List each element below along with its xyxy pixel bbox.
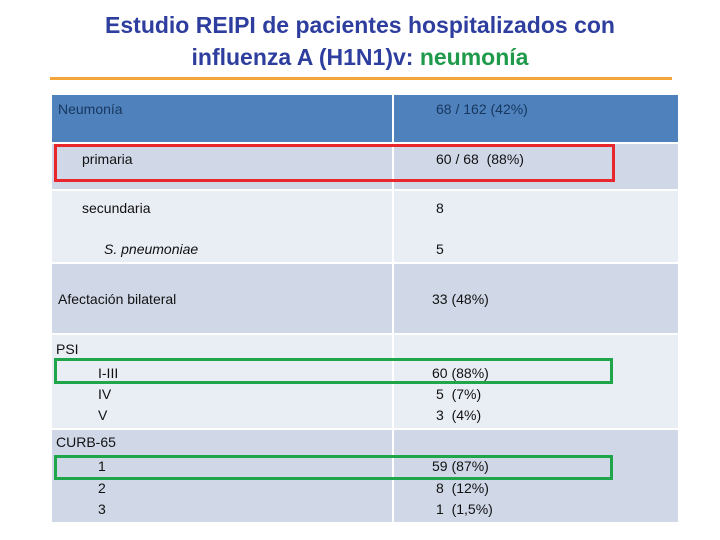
highlight-box bbox=[54, 455, 613, 480]
title-text: influenza A (H1N1)v: bbox=[191, 44, 420, 70]
row-sublabel: 1 bbox=[98, 458, 106, 474]
row-value: 8 (12%) bbox=[436, 480, 489, 496]
row-sublabel: 3 bbox=[98, 501, 106, 517]
title-highlight: neumonía bbox=[419, 44, 529, 70]
header-value: 68 / 162 (42%) bbox=[436, 101, 528, 117]
cell bbox=[394, 191, 678, 262]
row-sublabel: IV bbox=[98, 386, 112, 402]
row-value: 60 / 68 (88%) bbox=[436, 151, 524, 167]
row-value: 33 (48%) bbox=[432, 291, 489, 307]
cell bbox=[52, 430, 392, 522]
title-line: influenza A (H1N1)v: neumonía bbox=[0, 44, 720, 71]
row-label: Afectación bilateral bbox=[58, 291, 177, 307]
row-sublabel: V bbox=[98, 407, 108, 423]
cell bbox=[394, 264, 678, 333]
row-label: secundaria bbox=[82, 200, 151, 216]
cell bbox=[52, 264, 392, 333]
row-sublabel: 2 bbox=[98, 480, 106, 496]
row-label: CURB-65 bbox=[56, 434, 116, 450]
row-value: 1 (1,5%) bbox=[436, 501, 493, 517]
header-cell bbox=[52, 95, 392, 142]
title-line: Estudio REIPI de pacientes hospitalizado… bbox=[105, 12, 615, 38]
header-label: Neumonía bbox=[58, 101, 123, 117]
row-value: 5 bbox=[436, 241, 444, 257]
highlight-box bbox=[54, 358, 613, 384]
highlight-box bbox=[54, 144, 615, 182]
row-sublabel: S. pneumoniae bbox=[104, 241, 199, 257]
header-cell bbox=[394, 95, 678, 142]
row-label: primaria bbox=[82, 151, 133, 167]
cell bbox=[394, 430, 678, 522]
row-value: 59 (87%) bbox=[432, 458, 489, 474]
row-value: 5 (7%) bbox=[436, 386, 482, 402]
cell bbox=[52, 191, 392, 262]
row-value: 8 bbox=[436, 200, 444, 216]
row-value: 3 (4%) bbox=[436, 407, 482, 423]
row-value: 60 (88%) bbox=[432, 365, 489, 381]
title-rule bbox=[50, 77, 672, 80]
row-label: PSI bbox=[56, 341, 79, 357]
row-sublabel: I-III bbox=[98, 365, 119, 381]
